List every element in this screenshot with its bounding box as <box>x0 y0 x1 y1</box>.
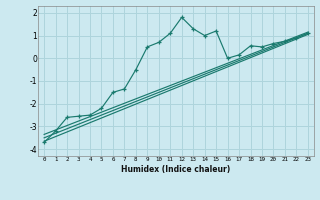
X-axis label: Humidex (Indice chaleur): Humidex (Indice chaleur) <box>121 165 231 174</box>
